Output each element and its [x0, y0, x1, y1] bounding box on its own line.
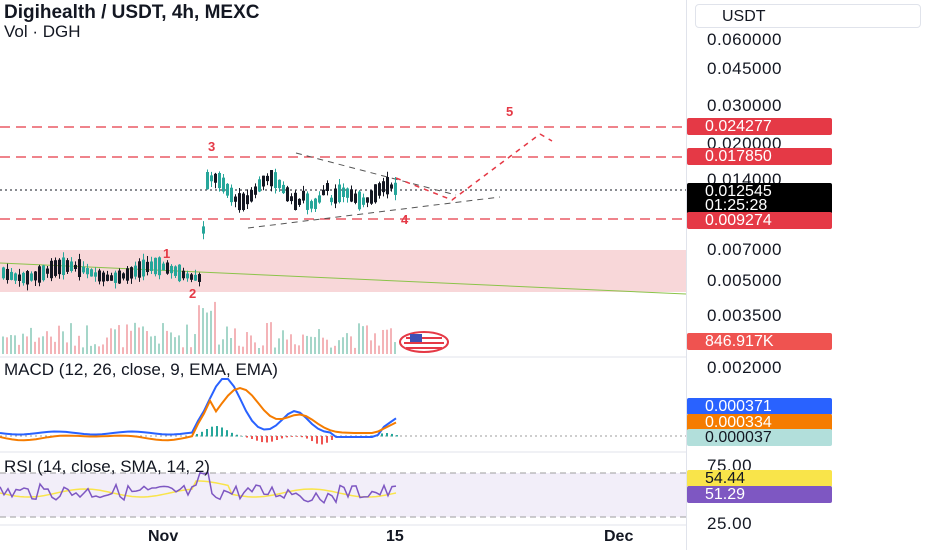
- price-tag-lower: 0.009274: [687, 212, 832, 229]
- price-tick: 0.030000: [707, 96, 782, 115]
- demand-zone: [0, 250, 686, 292]
- macd-value-tag: 0.000371: [687, 398, 832, 415]
- price-tick: 0.002000: [707, 358, 782, 377]
- signal-value-tag: 0.000334: [687, 414, 832, 431]
- chart-area[interactable]: Digihealth / USDT, 4h, MEXC Vol · DGH 1 …: [0, 0, 686, 550]
- triangle-lower: [247, 196, 501, 229]
- signal-line: [0, 386, 397, 442]
- macd-line: [0, 378, 397, 438]
- price-chart[interactable]: [0, 0, 686, 550]
- time-label-15: 15: [386, 528, 404, 545]
- rsi-tick-bottom: 25.00: [707, 514, 753, 533]
- price-axis[interactable]: USDT 0.060000 0.045000 0.030000 0.020000…: [686, 0, 932, 550]
- wave-label-3: 3: [208, 139, 216, 154]
- rsi-line: [0, 471, 397, 505]
- wave-label-5: 5: [506, 104, 514, 119]
- wave-projection: [395, 133, 541, 201]
- currency-button[interactable]: USDT: [695, 4, 921, 28]
- wave-label-4: 4: [401, 212, 409, 227]
- rsi-ma-tag: 54.44: [687, 470, 832, 487]
- price-tag-mid: 0.017850: [687, 148, 832, 165]
- rsi-band: [0, 473, 686, 517]
- price-tick: 0.005000: [707, 271, 782, 290]
- macd-histogram: [196, 426, 398, 445]
- flag-icon[interactable]: [399, 331, 449, 353]
- hist-value-tag: 0.000037: [687, 429, 832, 446]
- current-price-tag: 0.012545: [687, 183, 832, 200]
- price-tick: 0.003500: [707, 306, 782, 325]
- price-tick: 0.007000: [707, 240, 782, 259]
- price-tag-upper: 0.024277: [687, 118, 832, 135]
- rsi-value-tag: 51.29: [687, 486, 832, 503]
- price-tick: 0.060000: [707, 30, 782, 49]
- volume-bars: [2, 301, 396, 354]
- price-tick: 0.045000: [707, 59, 782, 78]
- volume-tag: 846.917K: [687, 333, 832, 350]
- wave-projection-tip: [539, 133, 553, 142]
- countdown-tag: 01:25:28: [687, 197, 832, 214]
- macd-title[interactable]: MACD (12, 26, close, 9, EMA, EMA): [4, 360, 278, 379]
- candles: [2, 168, 397, 291]
- triangle-upper: [295, 152, 457, 196]
- time-label-nov: Nov: [148, 528, 179, 545]
- rsi-title[interactable]: RSI (14, close, SMA, 14, 2): [4, 457, 210, 476]
- chart-title[interactable]: Digihealth / USDT, 4h, MEXC: [4, 2, 260, 23]
- wave-label-1: 1: [163, 246, 171, 261]
- volume-legend[interactable]: Vol · DGH: [4, 22, 81, 41]
- wave-label-2: 2: [189, 286, 197, 301]
- time-label-dec: Dec: [604, 528, 634, 545]
- trend-line: [0, 262, 686, 295]
